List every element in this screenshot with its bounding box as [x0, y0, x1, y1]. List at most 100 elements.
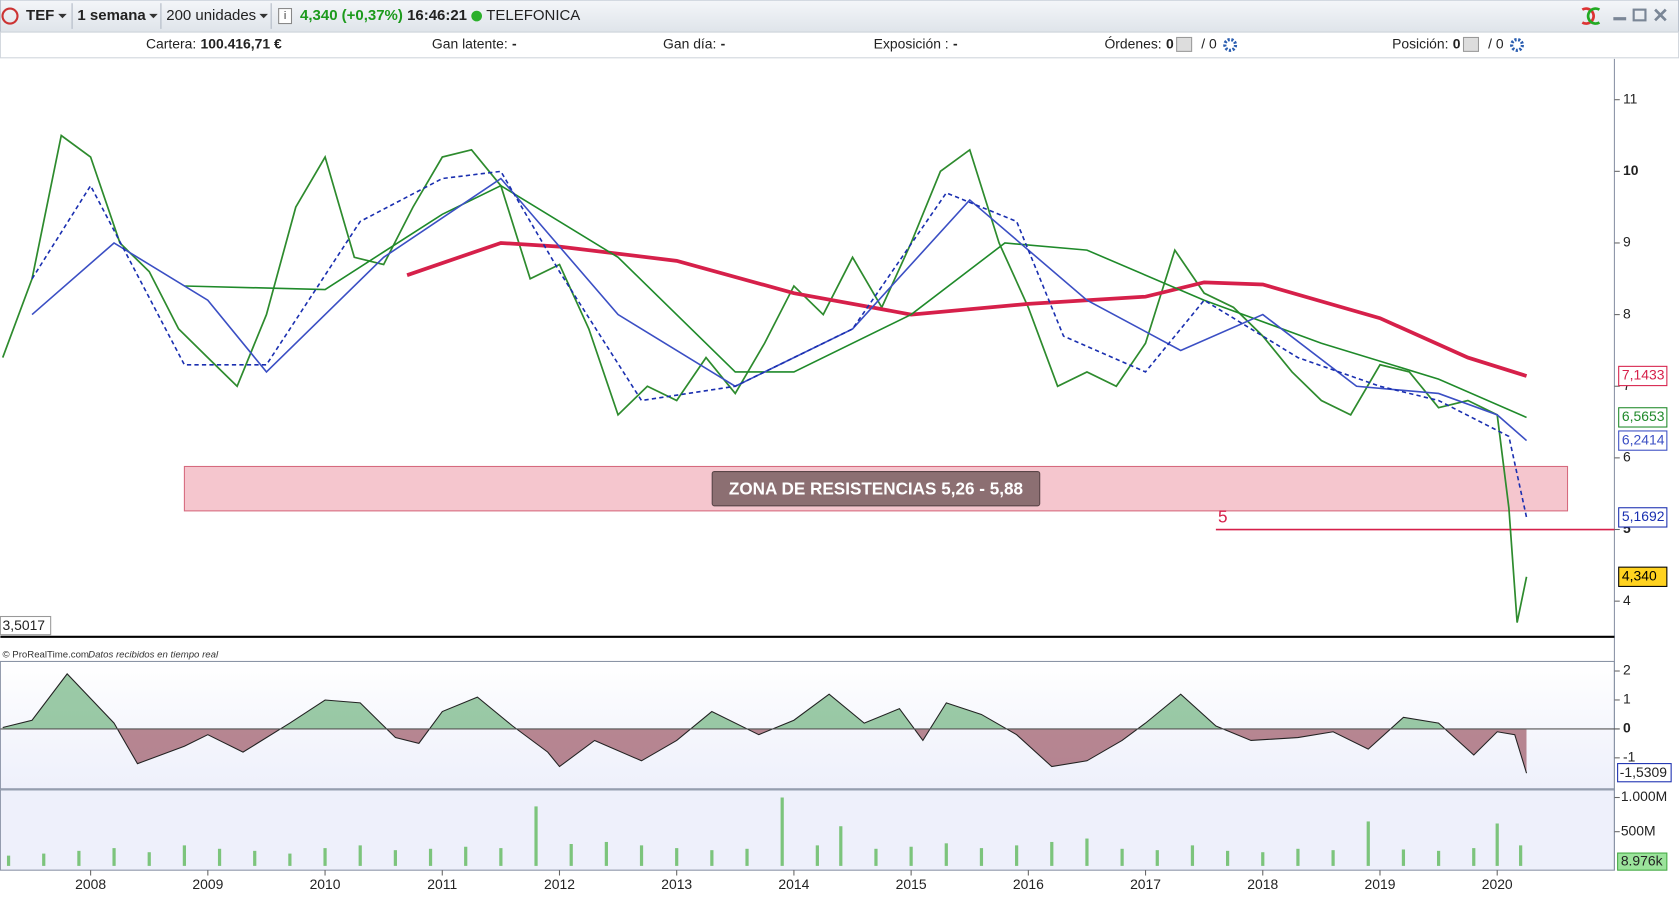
volume-bar: [1050, 841, 1054, 866]
volume-bar: [499, 848, 503, 866]
volume-bar: [323, 848, 327, 866]
label: Órdenes:: [1104, 36, 1161, 52]
value: / 0: [1201, 36, 1217, 52]
x-tick-label: 2014: [778, 876, 809, 892]
volume-bar: [1261, 852, 1265, 866]
oscillator-last-box: [1617, 763, 1672, 783]
volume-bar: [147, 852, 151, 866]
price-line: [1, 134, 1528, 623]
x-tick-label: 2013: [661, 876, 692, 892]
dropdown-arrow[interactable]: [259, 13, 268, 19]
volume-bar: [780, 797, 784, 866]
y-tick-label: 10: [1623, 162, 1639, 178]
price-marker-box: [1618, 365, 1668, 387]
volume-bar: [675, 848, 679, 866]
price-marker-label: 6,5653: [1622, 408, 1665, 424]
label: Gan día:: [663, 36, 716, 52]
support-line-label: 5: [1218, 507, 1228, 526]
volume-bar: [428, 848, 433, 866]
price-marker-label: 5,1692: [1622, 508, 1665, 524]
volume-bar: [1155, 850, 1159, 866]
volume-bar: [745, 848, 749, 866]
volume-bar: [77, 850, 81, 866]
info-icon: i: [284, 10, 286, 22]
volume-bar: [464, 846, 468, 866]
y-tick-label: 5: [1623, 520, 1631, 536]
settings-button[interactable]: [1510, 37, 1524, 52]
value: / 0: [1488, 36, 1504, 52]
x-tick-label: 2009: [192, 876, 223, 892]
label: Gan latente:: [432, 36, 508, 52]
volume-bar: [1331, 850, 1335, 866]
volume-bar: [1190, 845, 1195, 866]
x-tick-label: 2017: [1130, 876, 1161, 892]
x-tick-label: 2020: [1482, 876, 1513, 892]
period-selector[interactable]: 1 semana: [77, 7, 146, 24]
value: -: [512, 36, 517, 52]
y-tick-label: 1.000M: [1621, 788, 1667, 804]
oscillator-last-label: -1,5309: [1620, 764, 1667, 780]
min-marker-box: [0, 615, 52, 636]
x-tick-label: 2012: [544, 876, 575, 892]
price-marker-box: [1618, 407, 1668, 428]
volume-bar: [839, 826, 843, 866]
volume-bar: [710, 850, 714, 866]
y-tick-label: 500M: [1621, 822, 1656, 838]
y-tick-label: 4: [1623, 592, 1631, 608]
volume-bar: [393, 850, 397, 866]
volume-bar: [1015, 845, 1019, 866]
volume-bar: [979, 848, 984, 866]
x-tick-label: 2016: [1013, 876, 1044, 892]
clock: 16:46:21: [407, 7, 467, 24]
volume-bar: [112, 848, 116, 866]
units-selector[interactable]: 200 unidades: [166, 7, 256, 24]
zone-label-box: [711, 471, 1041, 507]
price-marker-label: 6,2414: [1622, 431, 1665, 447]
zone-label: ZONA DE RESISTENCIAS 5,26 - 5,88: [729, 479, 1023, 498]
volume-bar: [1085, 838, 1089, 866]
refresh-icon: [1586, 7, 1601, 25]
y-tick-label: 11: [1623, 90, 1638, 106]
y-tick-label: 2: [1623, 662, 1631, 678]
volume-bar: [288, 853, 292, 866]
y-tick-label: 1: [1623, 691, 1631, 707]
volume-bar: [1436, 850, 1441, 866]
dropdown-arrow[interactable]: [149, 13, 158, 19]
volume-bar: [182, 845, 187, 866]
oscillator-line: [2, 673, 1528, 774]
volume-bar: [1495, 823, 1499, 866]
label: Posición:: [1392, 36, 1448, 52]
label: Cartera:: [146, 36, 196, 52]
volume-bar: [1296, 848, 1300, 866]
minimize-button[interactable]: [1613, 17, 1627, 21]
oscillator-area-up: [2, 673, 1445, 729]
oscillator-area-down: [2, 728, 1527, 774]
price-marker-box: [1618, 507, 1668, 528]
value: -: [721, 36, 726, 52]
orders-button[interactable]: [1176, 36, 1193, 52]
volume-bar: [42, 853, 46, 866]
y-tick-label: -1: [1623, 749, 1636, 765]
settings-button[interactable]: [1223, 37, 1238, 52]
price-marker-label: 4,340: [1622, 567, 1657, 583]
volume-bar: [569, 844, 573, 866]
refresh-button[interactable]: [1581, 7, 1595, 25]
positions-button[interactable]: [1462, 36, 1480, 52]
data-note: Datos recibidos en tiempo real: [88, 650, 219, 661]
volume-bar: [1366, 821, 1370, 866]
status-dot: [471, 10, 483, 22]
copyright: © ProRealTime.com: [3, 650, 89, 661]
value: 0: [1453, 36, 1461, 52]
dropdown-arrow[interactable]: [58, 13, 67, 19]
app-icon[interactable]: [1, 7, 19, 25]
price-marker-box: [1618, 566, 1668, 587]
volume-bar: [639, 845, 644, 866]
maximize-button[interactable]: [1632, 8, 1647, 22]
info-button[interactable]: [278, 8, 293, 25]
volume-panel: [0, 789, 1615, 871]
close-button[interactable]: [1654, 8, 1667, 22]
value: 100.416,71 €: [201, 36, 282, 52]
symbol-selector[interactable]: TEF: [26, 7, 54, 24]
x-tick-label: 2008: [75, 876, 106, 892]
